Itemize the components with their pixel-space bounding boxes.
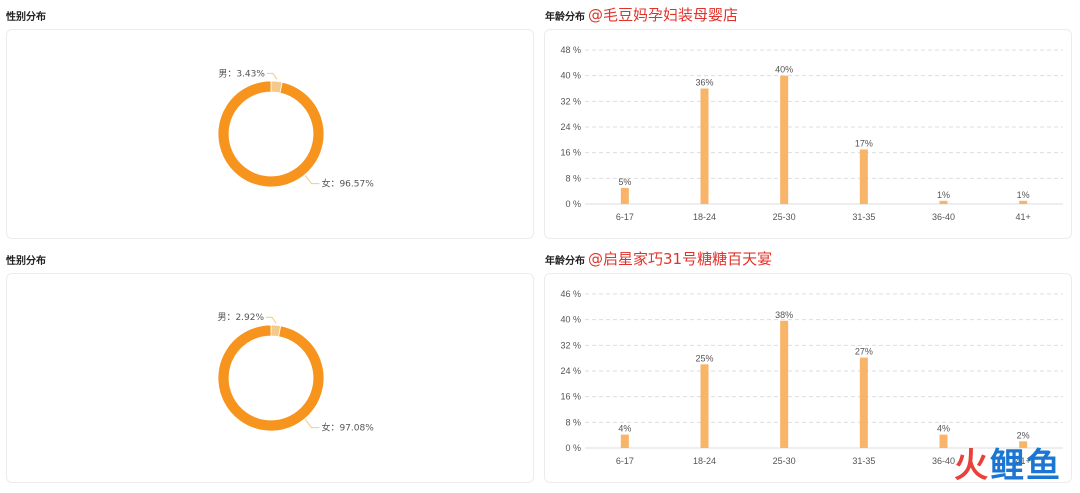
x-tick-label: 41+ xyxy=(1016,456,1031,466)
y-tick-label: 0 % xyxy=(565,199,581,209)
y-tick-label: 16 % xyxy=(560,148,581,158)
x-tick-label: 18-24 xyxy=(693,212,716,222)
y-tick-label: 46 % xyxy=(560,289,581,299)
donut-leader-line xyxy=(305,419,320,429)
x-tick-label: 6-17 xyxy=(616,212,634,222)
x-tick-label: 36-40 xyxy=(932,456,955,466)
bar-25-30 xyxy=(780,320,789,448)
x-tick-label: 6-17 xyxy=(616,456,634,466)
age-chart-card: 0 % 8 % 16 % 24 % 32 % 40 % 46 % 4% 6-17 25% 18-24… xyxy=(544,273,1072,483)
bar-31-35 xyxy=(859,149,868,204)
donut-label-female: 女：96.57% xyxy=(321,178,374,190)
donut-slice-女 xyxy=(217,80,325,188)
bar-data-label: 38% xyxy=(775,310,793,320)
bar-data-label: 4% xyxy=(618,424,631,434)
x-tick-label: 36-40 xyxy=(932,212,955,222)
bar-18-24 xyxy=(700,364,709,448)
bar-36-40 xyxy=(939,200,948,204)
y-tick-label: 48 % xyxy=(560,45,581,55)
x-tick-label: 31-35 xyxy=(852,456,875,466)
age-chart-card: 0 % 8 % 16 % 24 % 32 % 40 % 48 % 5% 6-17 36% 18-24… xyxy=(544,29,1072,239)
bar-31-35 xyxy=(859,357,868,448)
donut-label-male: 男：3.43% xyxy=(218,68,265,79)
bar-data-label: 4% xyxy=(937,424,950,434)
x-tick-label: 25-30 xyxy=(773,212,796,222)
donut-leader-line xyxy=(305,175,320,185)
donut-leader-line xyxy=(266,72,278,80)
gender-section-title: 性别分布 xyxy=(6,256,46,267)
y-tick-label: 32 % xyxy=(560,340,581,350)
bar-data-label: 36% xyxy=(695,78,713,88)
bar-41+ xyxy=(1019,200,1028,204)
bar-data-label: 27% xyxy=(855,347,873,357)
bar-25-30 xyxy=(780,75,789,204)
age-section-title: 年龄分布 xyxy=(545,256,585,267)
bar-36-40 xyxy=(939,434,948,448)
y-tick-label: 32 % xyxy=(560,96,581,106)
donut-label-male: 男：2.92% xyxy=(217,312,264,323)
bar-data-label: 17% xyxy=(855,138,873,148)
bar-data-label: 1% xyxy=(937,190,950,200)
store-name-label: @启星家巧31号糖糖百天宴 xyxy=(588,250,773,268)
y-tick-label: 40 % xyxy=(560,71,581,81)
gender-section-title: 性别分布 xyxy=(6,12,46,23)
bar-data-label: 40% xyxy=(775,65,793,75)
y-tick-label: 40 % xyxy=(560,315,581,325)
age-section-title: 年龄分布 xyxy=(545,12,585,23)
x-tick-label: 25-30 xyxy=(773,456,796,466)
x-tick-label: 41+ xyxy=(1016,212,1031,222)
x-tick-label: 31-35 xyxy=(852,212,875,222)
bar-6-17 xyxy=(620,187,629,204)
age-bar-chart: 0 % 8 % 16 % 24 % 32 % 40 % 48 % 5% 6-17 36% 18-24… xyxy=(560,45,1063,222)
watermark-logo: 火鲤鱼 xyxy=(954,438,1062,487)
watermark-part-a: 火 xyxy=(954,446,990,486)
bar-data-label: 5% xyxy=(618,177,631,187)
bar-data-label: 25% xyxy=(695,353,713,363)
watermark-part-b: 鲤鱼 xyxy=(990,446,1062,486)
x-tick-label: 18-24 xyxy=(693,456,716,466)
donut-slice-女 xyxy=(217,324,325,432)
y-tick-label: 0 % xyxy=(565,443,581,453)
bar-6-17 xyxy=(620,434,629,448)
y-tick-label: 24 % xyxy=(560,366,581,376)
gender-donut-chart: 男：3.43% 女：96.57% xyxy=(217,68,374,190)
gender-chart-card: 男：3.43% 女：96.57% xyxy=(6,29,534,239)
bar-18-24 xyxy=(700,88,709,204)
y-tick-label: 8 % xyxy=(565,417,581,427)
donut-leader-line xyxy=(266,316,277,324)
gender-donut-chart: 男：2.92% 女：97.08% xyxy=(217,312,374,434)
y-tick-label: 16 % xyxy=(560,392,581,402)
gender-chart-card: 男：2.92% 女：97.08% xyxy=(6,273,534,483)
age-bar-chart: 0 % 8 % 16 % 24 % 32 % 40 % 46 % 4% 6-17 25% 18-24… xyxy=(560,289,1063,466)
bar-41+ xyxy=(1019,441,1028,448)
donut-label-female: 女：97.08% xyxy=(321,422,374,434)
y-tick-label: 8 % xyxy=(565,173,581,183)
y-tick-label: 24 % xyxy=(560,122,581,132)
store-name-label: @毛豆妈孕妇装母婴店 xyxy=(588,6,739,24)
bar-data-label: 1% xyxy=(1017,190,1030,200)
bar-data-label: 2% xyxy=(1017,430,1030,440)
